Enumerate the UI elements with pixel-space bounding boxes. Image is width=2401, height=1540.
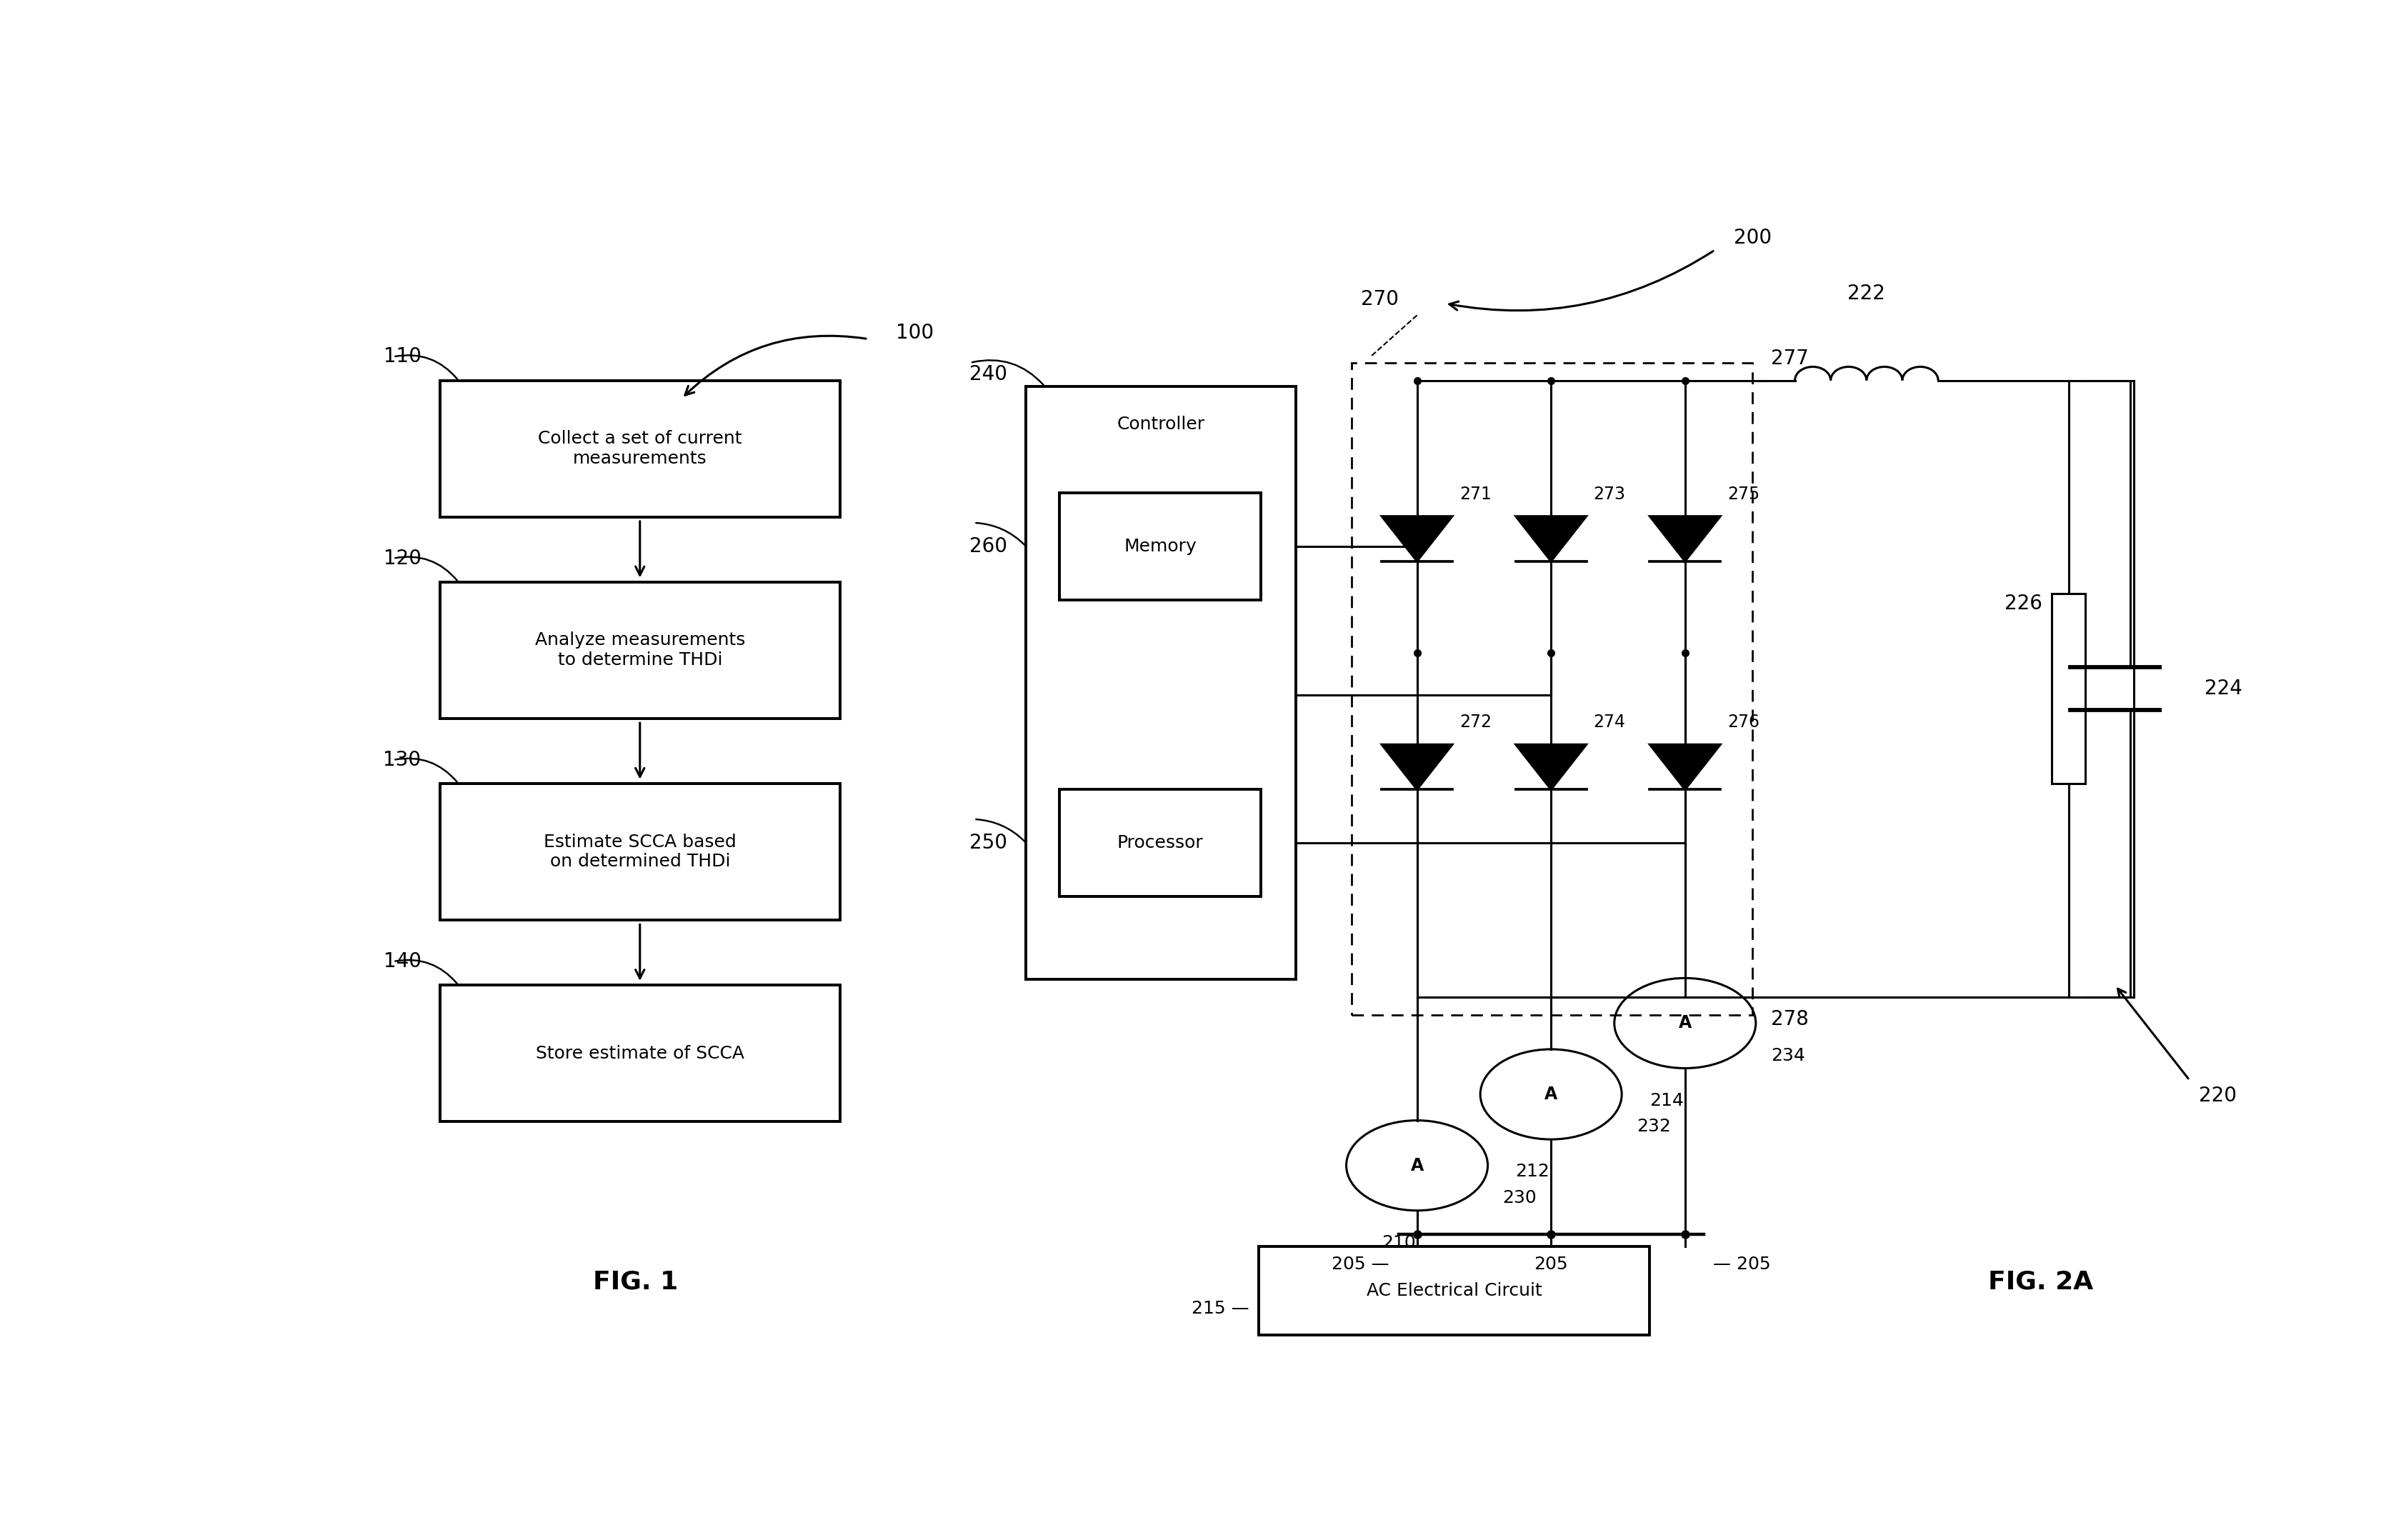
- Text: 120: 120: [384, 548, 420, 568]
- Polygon shape: [1515, 516, 1587, 561]
- Polygon shape: [1515, 744, 1587, 790]
- Text: 230: 230: [1503, 1189, 1537, 1206]
- Text: Memory: Memory: [1124, 537, 1196, 554]
- Polygon shape: [1649, 516, 1719, 561]
- Text: 200: 200: [1734, 228, 1772, 248]
- Text: 272: 272: [1460, 715, 1491, 732]
- Text: 232: 232: [1635, 1118, 1671, 1135]
- Text: Estimate SCCA based
on determined THDi: Estimate SCCA based on determined THDi: [543, 833, 737, 870]
- Bar: [1059, 790, 1261, 896]
- Text: Controller: Controller: [1116, 416, 1205, 433]
- Polygon shape: [1381, 744, 1453, 790]
- Text: 250: 250: [970, 833, 1008, 853]
- Text: 220: 220: [2199, 1086, 2235, 1106]
- Text: 222: 222: [1846, 283, 1885, 303]
- Text: 215 —: 215 —: [1191, 1300, 1249, 1317]
- Bar: [1258, 1246, 1649, 1335]
- Text: 277: 277: [1770, 348, 1808, 368]
- Bar: [439, 380, 840, 517]
- Text: 212: 212: [1515, 1163, 1549, 1180]
- Text: AC Electrical Circuit: AC Electrical Circuit: [1366, 1281, 1541, 1300]
- Text: 205 —: 205 —: [1330, 1255, 1388, 1272]
- Text: 276: 276: [1726, 715, 1760, 732]
- Polygon shape: [1381, 516, 1453, 561]
- Text: 270: 270: [1361, 290, 1400, 310]
- Text: 240: 240: [970, 365, 1008, 385]
- Bar: [439, 582, 840, 718]
- Text: 210: 210: [1381, 1234, 1414, 1252]
- Text: 130: 130: [384, 750, 420, 770]
- Bar: [2050, 594, 2084, 784]
- Text: 226: 226: [2005, 594, 2041, 614]
- Bar: [439, 986, 840, 1121]
- Text: FIG. 2A: FIG. 2A: [1988, 1269, 2094, 1294]
- Text: 224: 224: [2204, 679, 2243, 699]
- Text: FIG. 1: FIG. 1: [593, 1269, 677, 1294]
- Text: A: A: [1544, 1086, 1558, 1103]
- Text: 110: 110: [384, 346, 420, 367]
- Text: 205: 205: [1534, 1255, 1568, 1272]
- Text: 100: 100: [896, 323, 934, 343]
- Bar: [1059, 493, 1261, 599]
- Text: Analyze measurements
to determine THDi: Analyze measurements to determine THDi: [535, 631, 744, 668]
- Text: 214: 214: [1649, 1092, 1683, 1109]
- Text: 234: 234: [1770, 1047, 1803, 1064]
- Text: 278: 278: [1770, 1009, 1808, 1029]
- Text: 274: 274: [1592, 715, 1625, 732]
- Text: 273: 273: [1592, 485, 1625, 502]
- Bar: [1352, 363, 1750, 1015]
- Text: 140: 140: [384, 952, 420, 972]
- Text: 271: 271: [1460, 485, 1491, 502]
- Polygon shape: [1649, 744, 1719, 790]
- Text: Collect a set of current
measurements: Collect a set of current measurements: [538, 430, 742, 467]
- Text: A: A: [1678, 1015, 1690, 1032]
- Bar: [439, 784, 840, 919]
- Text: — 205: — 205: [1712, 1255, 1770, 1272]
- Text: Store estimate of SCCA: Store estimate of SCCA: [535, 1044, 744, 1063]
- Bar: [1025, 387, 1297, 979]
- Text: 260: 260: [970, 536, 1008, 556]
- Text: 275: 275: [1726, 485, 1760, 502]
- Text: Processor: Processor: [1116, 835, 1203, 852]
- Text: A: A: [1409, 1157, 1424, 1173]
